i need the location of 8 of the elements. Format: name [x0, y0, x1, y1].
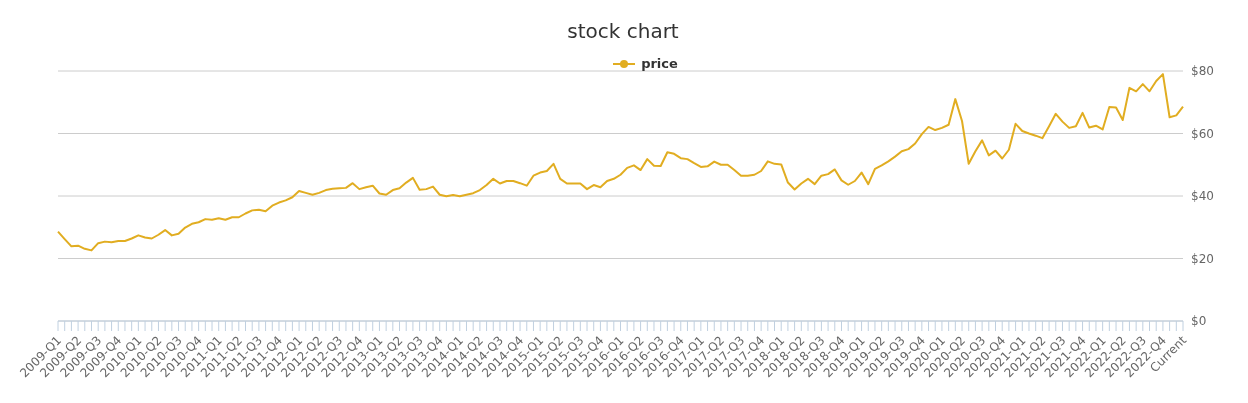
y-tick-label: $0	[1191, 314, 1207, 329]
y-tick-label: $40	[1191, 189, 1214, 204]
y-tick-label: $20	[1191, 251, 1214, 266]
legend-label: price	[640, 56, 678, 71]
line-series	[57, 73, 1184, 252]
y-tick-label: $80	[1191, 64, 1214, 79]
y-tick-label: $60	[1191, 126, 1214, 141]
chart-title: stock chart	[566, 18, 680, 45]
